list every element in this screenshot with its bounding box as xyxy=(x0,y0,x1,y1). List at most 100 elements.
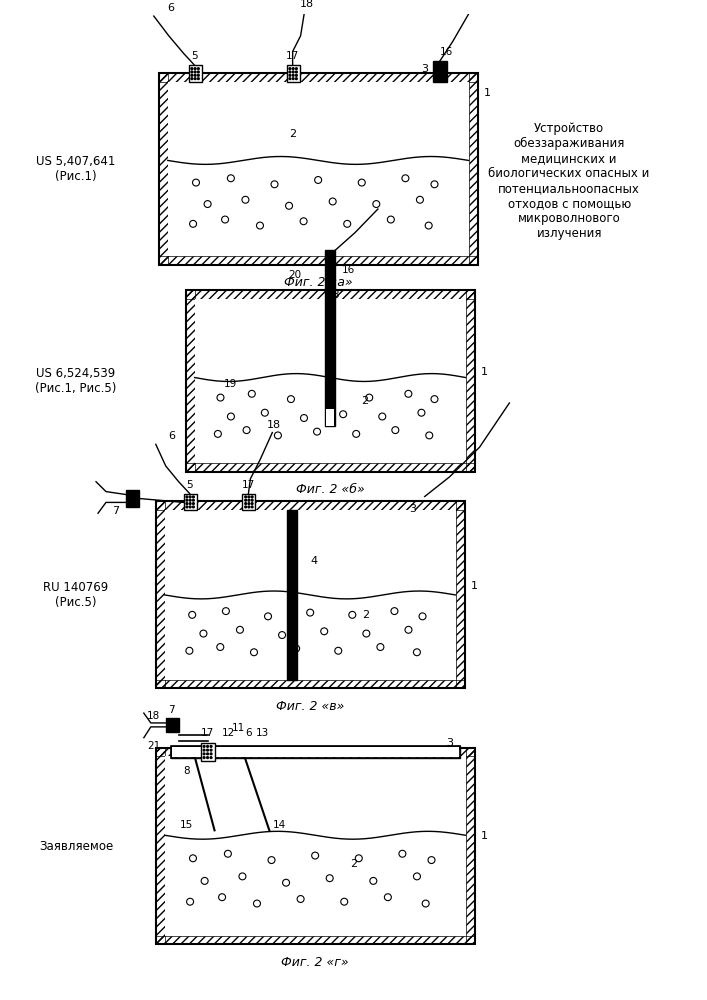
Text: 1: 1 xyxy=(484,88,491,98)
Bar xyxy=(243,494,255,510)
Circle shape xyxy=(189,503,191,504)
Circle shape xyxy=(210,745,212,747)
Bar xyxy=(159,73,477,82)
Circle shape xyxy=(210,757,212,758)
Bar xyxy=(184,494,197,510)
Circle shape xyxy=(191,74,193,76)
Text: US 5,407,641
(Рис.1): US 5,407,641 (Рис.1) xyxy=(36,155,116,183)
Text: 16: 16 xyxy=(440,47,453,57)
Circle shape xyxy=(192,506,194,508)
Bar xyxy=(159,256,477,265)
Bar xyxy=(433,61,447,82)
Text: 8: 8 xyxy=(183,766,190,776)
Circle shape xyxy=(203,757,205,758)
Circle shape xyxy=(292,74,294,76)
Circle shape xyxy=(197,78,199,80)
Circle shape xyxy=(292,68,294,70)
Circle shape xyxy=(248,503,250,504)
Circle shape xyxy=(206,745,209,747)
Text: 19: 19 xyxy=(224,379,237,389)
Text: 18: 18 xyxy=(300,0,314,9)
Bar xyxy=(159,73,477,265)
Bar xyxy=(168,82,469,256)
Text: 15: 15 xyxy=(180,820,193,830)
Circle shape xyxy=(192,496,194,498)
Text: 2: 2 xyxy=(361,396,368,406)
Circle shape xyxy=(186,503,188,504)
Circle shape xyxy=(245,499,247,501)
Bar xyxy=(159,73,168,265)
Circle shape xyxy=(245,496,247,498)
Circle shape xyxy=(186,496,188,498)
Circle shape xyxy=(248,506,250,508)
Circle shape xyxy=(210,753,212,755)
Circle shape xyxy=(245,506,247,508)
Bar xyxy=(170,746,460,758)
Bar xyxy=(156,936,474,944)
Circle shape xyxy=(289,68,291,70)
Circle shape xyxy=(210,749,212,751)
Text: 6: 6 xyxy=(168,3,174,13)
Text: 6: 6 xyxy=(168,431,175,441)
Bar xyxy=(156,748,474,756)
Text: 1: 1 xyxy=(471,581,478,591)
Circle shape xyxy=(296,71,297,73)
Bar xyxy=(156,680,464,688)
Bar xyxy=(156,748,474,944)
Text: 20: 20 xyxy=(288,270,302,280)
Circle shape xyxy=(189,496,191,498)
Text: 2: 2 xyxy=(362,610,369,620)
Bar xyxy=(165,718,179,732)
Circle shape xyxy=(203,745,205,747)
Bar xyxy=(455,501,464,688)
Text: Устройство
обеззараживания
медицинских и
биологических опасных и
потенциальноопа: Устройство обеззараживания медицинских и… xyxy=(489,122,650,240)
Circle shape xyxy=(245,503,247,504)
Text: 3: 3 xyxy=(332,290,339,300)
Circle shape xyxy=(296,78,297,80)
Circle shape xyxy=(186,506,188,508)
Bar xyxy=(465,748,474,944)
Text: 4: 4 xyxy=(310,556,317,566)
Circle shape xyxy=(197,71,199,73)
Bar xyxy=(194,299,465,463)
Circle shape xyxy=(296,68,297,70)
Circle shape xyxy=(251,503,253,504)
Circle shape xyxy=(203,753,205,755)
Circle shape xyxy=(191,78,193,80)
Text: 16: 16 xyxy=(341,265,355,275)
Circle shape xyxy=(191,68,193,70)
Bar xyxy=(201,743,214,761)
Circle shape xyxy=(289,74,291,76)
Text: 17: 17 xyxy=(201,728,214,738)
Text: 12: 12 xyxy=(222,728,235,738)
Text: 1: 1 xyxy=(481,367,488,377)
Text: Фиг. 2 «в»: Фиг. 2 «в» xyxy=(276,700,344,713)
Circle shape xyxy=(203,749,205,751)
Circle shape xyxy=(186,499,188,501)
Circle shape xyxy=(292,71,294,73)
Text: 1: 1 xyxy=(481,831,488,841)
Bar xyxy=(469,73,477,265)
Text: 14: 14 xyxy=(273,820,286,830)
Circle shape xyxy=(248,499,250,501)
Bar xyxy=(186,290,474,472)
Bar xyxy=(326,409,334,426)
Circle shape xyxy=(206,753,209,755)
Bar xyxy=(170,746,460,758)
Text: 3: 3 xyxy=(421,64,428,74)
Text: 5: 5 xyxy=(192,51,198,61)
Circle shape xyxy=(189,499,191,501)
Circle shape xyxy=(192,499,194,501)
Bar xyxy=(286,510,297,680)
Text: 2: 2 xyxy=(350,859,357,869)
Text: Фиг. 2 «г»: Фиг. 2 «г» xyxy=(281,956,349,969)
Bar xyxy=(170,746,460,758)
Bar xyxy=(156,501,464,510)
Circle shape xyxy=(197,68,199,70)
Circle shape xyxy=(194,71,196,73)
Text: Заявляемое: Заявляемое xyxy=(39,840,113,853)
Circle shape xyxy=(189,506,191,508)
Text: 7: 7 xyxy=(112,506,119,516)
Circle shape xyxy=(289,71,291,73)
Circle shape xyxy=(251,506,253,508)
